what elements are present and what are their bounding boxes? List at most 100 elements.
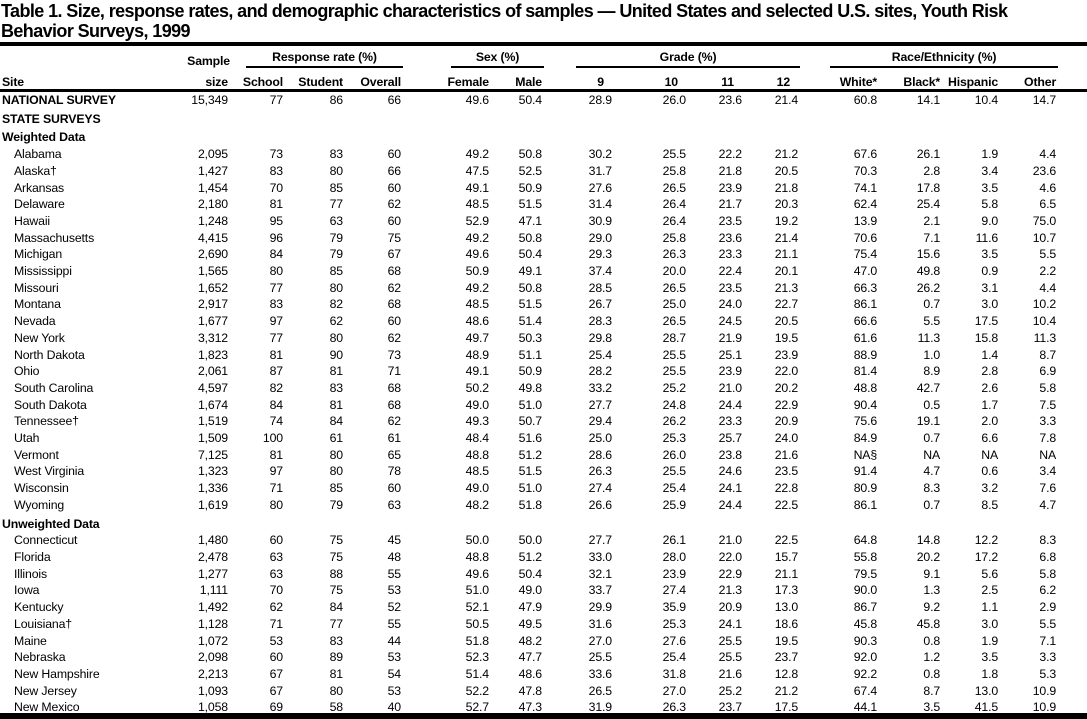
value-cell: 52 <box>387 600 402 615</box>
row-label-cell: South Carolina <box>14 380 94 395</box>
value-cell: 51.2 <box>518 549 542 564</box>
value-cell: 9.1 <box>923 566 941 581</box>
value-cell: 49.6 <box>465 93 489 107</box>
value-cell: 81.4 <box>853 364 878 379</box>
value-cell: 48.8 <box>465 447 489 462</box>
value-cell: 26.1 <box>662 533 686 548</box>
value-cell: 1,093 <box>197 683 228 698</box>
value-cell: 68 <box>387 297 402 312</box>
value-cell: 5.8 <box>981 197 999 212</box>
sex-group-label: Sex (%) <box>451 50 544 68</box>
site-header-spacer <box>0 46 168 68</box>
grade12-column-header: 12 <box>744 68 801 92</box>
value-cell: 2,690 <box>197 247 228 262</box>
sample-size-header-line2: size <box>168 68 230 92</box>
value-cell: 3.5 <box>981 650 999 665</box>
column-header-row: Site size School Student Overall Female … <box>0 68 1087 92</box>
value-cell: 49.2 <box>465 280 489 295</box>
value-cell: 1.3 <box>923 583 941 598</box>
value-cell: 26.3 <box>662 700 686 715</box>
value-cell: 75.6 <box>853 414 878 429</box>
value-cell: 1,323 <box>197 464 228 479</box>
value-cell: 28.3 <box>588 314 612 329</box>
value-cell: 71 <box>387 364 402 379</box>
value-cell: 25.8 <box>662 230 686 245</box>
value-cell: 9.0 <box>981 213 999 228</box>
value-cell: 28.2 <box>588 364 612 379</box>
filler-cell <box>1058 463 1087 480</box>
value-cell: 22.2 <box>718 147 742 162</box>
response-rate-group-label: Response rate (%) <box>246 50 403 68</box>
value-cell: 80 <box>329 163 344 178</box>
filler-cell <box>1058 649 1087 666</box>
filler-cell <box>1058 180 1087 197</box>
site-column-header: Site <box>0 68 168 92</box>
sample-size-header-line1: Sample <box>187 54 230 68</box>
value-cell: 68 <box>387 380 402 395</box>
value-cell: 21.0 <box>718 380 742 395</box>
value-cell: 53 <box>269 633 284 648</box>
value-cell: 2.2 <box>1039 264 1057 279</box>
value-cell: 21.4 <box>774 93 799 107</box>
value-cell: 15.8 <box>974 330 999 345</box>
value-cell: 13.0 <box>974 683 999 698</box>
table-row: Vermont 7,125 81 80 65 48.8 51.2 28.6 26.0 23.8 21… <box>0 447 1087 464</box>
value-cell: 28.0 <box>662 549 686 564</box>
value-cell: 85 <box>329 264 344 279</box>
value-cell: 33.0 <box>588 549 612 564</box>
value-cell: 70.6 <box>853 230 878 245</box>
value-cell: 77 <box>329 197 344 212</box>
value-cell: 21.4 <box>774 230 799 245</box>
filler-cell <box>1058 599 1087 616</box>
value-cell: 84 <box>329 600 344 615</box>
value-cell: 52.7 <box>465 700 489 715</box>
value-cell: 29.0 <box>588 230 612 245</box>
value-cell: 20.5 <box>774 163 799 178</box>
value-cell: 60 <box>269 533 284 548</box>
value-cell: 3.0 <box>981 297 999 312</box>
value-cell: 27.7 <box>588 533 612 548</box>
value-cell: 1,111 <box>199 583 228 598</box>
value-cell: 50.0 <box>465 533 489 548</box>
table-body: NATIONAL SURVEY 15,349 77 86 66 49.6 50.4 28.9 2… <box>0 91 1087 717</box>
value-cell: 33.6 <box>588 666 612 681</box>
value-cell: 26.2 <box>662 414 686 429</box>
value-cell: 2,180 <box>197 197 228 212</box>
value-cell: 80 <box>269 497 284 512</box>
value-cell: 37.4 <box>588 264 612 279</box>
value-cell: 67 <box>387 247 402 262</box>
value-cell: 24.1 <box>718 481 742 496</box>
value-cell: 0.8 <box>923 666 941 681</box>
value-cell: 90 <box>329 347 344 362</box>
value-cell: 48.2 <box>518 633 542 648</box>
value-cell: 71 <box>269 481 284 496</box>
value-cell: 2.9 <box>1039 600 1057 615</box>
value-cell: 10.9 <box>1032 683 1057 698</box>
value-cell: 5.8 <box>1039 566 1057 581</box>
value-cell: 20.1 <box>774 264 799 279</box>
value-cell: 77 <box>269 330 284 345</box>
value-cell: 95 <box>269 213 284 228</box>
value-cell: 90.3 <box>853 633 878 648</box>
value-cell: 15,349 <box>191 93 228 107</box>
table-row: Iowa 1,111 70 75 53 51.0 49.0 33.7 27.4 21.3 17.3 9… <box>0 582 1087 599</box>
value-cell: 1,823 <box>197 347 228 362</box>
value-cell: 68 <box>387 397 402 412</box>
value-cell: 8.3 <box>1039 533 1057 548</box>
value-cell: 49.3 <box>465 414 489 429</box>
value-cell: 21.1 <box>774 247 799 262</box>
value-cell: 23.7 <box>774 650 799 665</box>
race-ethnicity-group-header: Race/Ethnicity (%) <box>800 46 1059 68</box>
value-cell: 41.5 <box>974 700 999 715</box>
value-cell: 4.4 <box>1039 280 1057 295</box>
data-table: Sample Response rate (%) Sex (%) Grade (… <box>0 46 1087 716</box>
value-cell: 20.5 <box>774 314 799 329</box>
value-cell: 29.3 <box>588 247 612 262</box>
value-cell: 70 <box>269 180 284 195</box>
value-cell: 49.7 <box>465 330 489 345</box>
value-cell: 50.9 <box>465 264 489 279</box>
value-cell: 51.8 <box>518 497 542 512</box>
value-cell: 17.2 <box>974 549 999 564</box>
value-cell: 75 <box>387 230 402 245</box>
